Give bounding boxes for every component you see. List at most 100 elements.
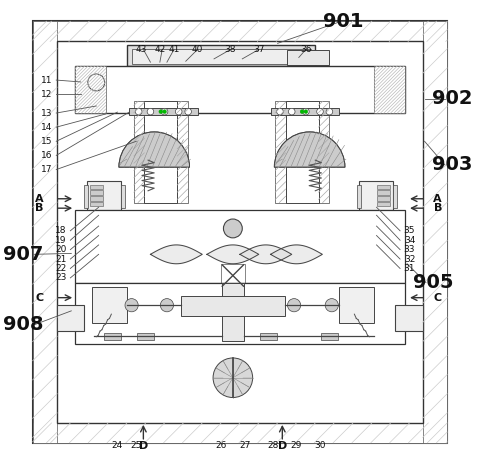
Circle shape [88,74,105,91]
Text: 905: 905 [413,273,453,292]
Bar [377,202,390,206]
Text: 908: 908 [3,316,43,334]
Bar [92,287,127,323]
Bar [377,185,390,189]
Circle shape [304,110,308,114]
Text: 14: 14 [41,122,53,132]
Bar [33,423,447,443]
Circle shape [300,110,304,114]
Text: 26: 26 [216,440,227,450]
Text: 34: 34 [404,236,415,245]
Text: 27: 27 [239,440,250,450]
Bar [260,333,277,340]
Circle shape [163,110,166,114]
Bar [33,21,447,41]
Bar [121,185,125,208]
Text: 23: 23 [55,273,66,283]
Bar [75,210,405,283]
Bar [75,66,106,113]
Bar [181,296,285,316]
Text: 29: 29 [291,440,302,450]
Text: 15: 15 [41,137,53,146]
Wedge shape [274,132,345,167]
Bar [286,101,318,203]
Circle shape [288,108,295,115]
Text: 37: 37 [253,45,264,54]
Bar [221,264,245,287]
Text: 902: 902 [432,89,472,108]
Circle shape [185,108,191,115]
Bar [129,108,197,115]
Bar [395,305,423,331]
Circle shape [325,299,338,312]
Text: 13: 13 [41,108,53,118]
Text: 903: 903 [432,155,472,174]
Circle shape [135,108,142,115]
Bar [33,21,447,443]
Bar [104,333,121,340]
Text: 901: 901 [323,12,364,31]
Text: A: A [35,194,43,204]
Bar [177,101,188,203]
Circle shape [160,299,174,312]
Text: 24: 24 [112,440,123,450]
Circle shape [147,108,154,115]
Text: 28: 28 [267,440,279,450]
Bar [87,181,121,210]
Text: C: C [35,292,43,303]
Text: 18: 18 [55,226,67,236]
Bar [357,185,360,208]
Text: 25: 25 [130,440,142,450]
Bar [90,202,103,206]
Text: B: B [35,203,43,213]
Text: D: D [278,441,287,451]
Circle shape [161,108,168,115]
Bar [287,50,329,65]
Circle shape [277,108,283,115]
Bar [85,185,88,208]
Bar [90,196,103,201]
Text: B: B [434,203,442,213]
Text: 16: 16 [41,151,53,160]
Circle shape [159,110,163,114]
Circle shape [317,108,323,115]
Text: 32: 32 [404,254,415,264]
Circle shape [213,358,253,398]
Bar [222,283,244,341]
Circle shape [303,108,309,115]
Text: 17: 17 [41,165,53,174]
Text: 41: 41 [168,45,180,54]
Polygon shape [207,245,259,264]
Text: 21: 21 [55,254,66,264]
Text: 35: 35 [404,226,415,236]
Bar [271,108,339,115]
Text: 33: 33 [404,245,415,254]
Bar [377,196,390,201]
Bar [359,181,393,210]
Circle shape [125,299,138,312]
Text: 43: 43 [135,45,147,54]
Bar [339,287,374,323]
Bar [75,283,405,344]
Bar [275,101,286,203]
Text: C: C [434,292,442,303]
Bar [137,333,154,340]
Bar [144,101,177,203]
Text: 38: 38 [225,45,236,54]
Text: 40: 40 [192,45,203,54]
Polygon shape [240,245,292,264]
Text: 19: 19 [55,236,67,245]
Bar [374,66,405,113]
Bar [90,190,103,195]
Bar [57,41,423,423]
Polygon shape [271,245,322,264]
Bar [318,101,329,203]
Bar [75,66,405,113]
Text: 907: 907 [3,245,43,264]
Circle shape [287,299,301,312]
Text: 12: 12 [41,89,53,99]
Circle shape [223,219,242,238]
Text: 30: 30 [314,440,326,450]
Ellipse shape [149,215,162,248]
Ellipse shape [303,215,316,248]
